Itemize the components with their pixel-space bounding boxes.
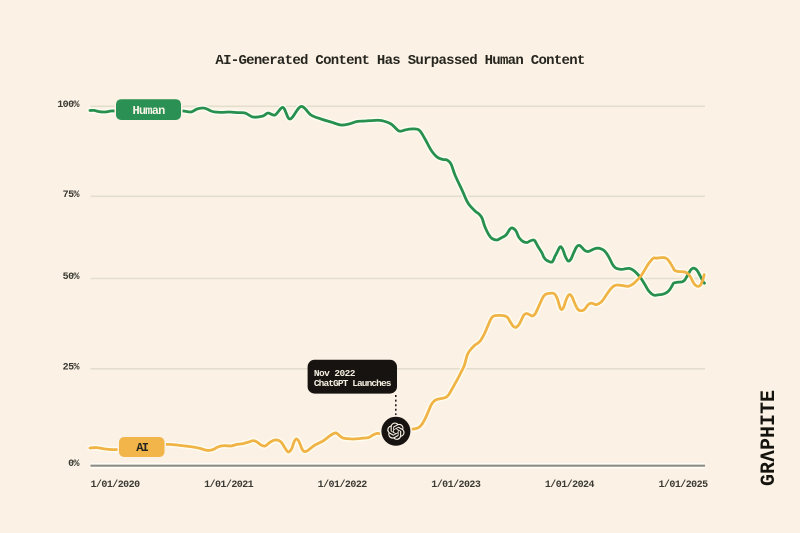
svg-text:AI-Generated Content Has Surpa: AI-Generated Content Has Surpassed Human… xyxy=(215,53,584,69)
svg-text:GRΛPHITE: GRΛPHITE xyxy=(758,390,781,486)
svg-text:Nov 2022: Nov 2022 xyxy=(314,368,356,379)
svg-text:1/01/2020: 1/01/2020 xyxy=(90,479,140,491)
svg-text:1/01/2021: 1/01/2021 xyxy=(204,479,254,491)
svg-text:1/01/2024: 1/01/2024 xyxy=(545,479,595,491)
svg-text:ChatGPT Launches: ChatGPT Launches xyxy=(314,378,392,389)
svg-text:1/01/2022: 1/01/2022 xyxy=(318,479,368,491)
svg-text:0%: 0% xyxy=(68,459,79,470)
svg-text:25%: 25% xyxy=(63,362,80,373)
svg-text:Human: Human xyxy=(132,104,165,118)
svg-text:100%: 100% xyxy=(57,100,79,111)
svg-text:1/01/2023: 1/01/2023 xyxy=(431,479,481,491)
svg-text:75%: 75% xyxy=(63,190,80,201)
svg-text:50%: 50% xyxy=(63,272,80,283)
svg-text:1/01/2025: 1/01/2025 xyxy=(658,479,708,491)
svg-text:AI: AI xyxy=(136,441,149,455)
